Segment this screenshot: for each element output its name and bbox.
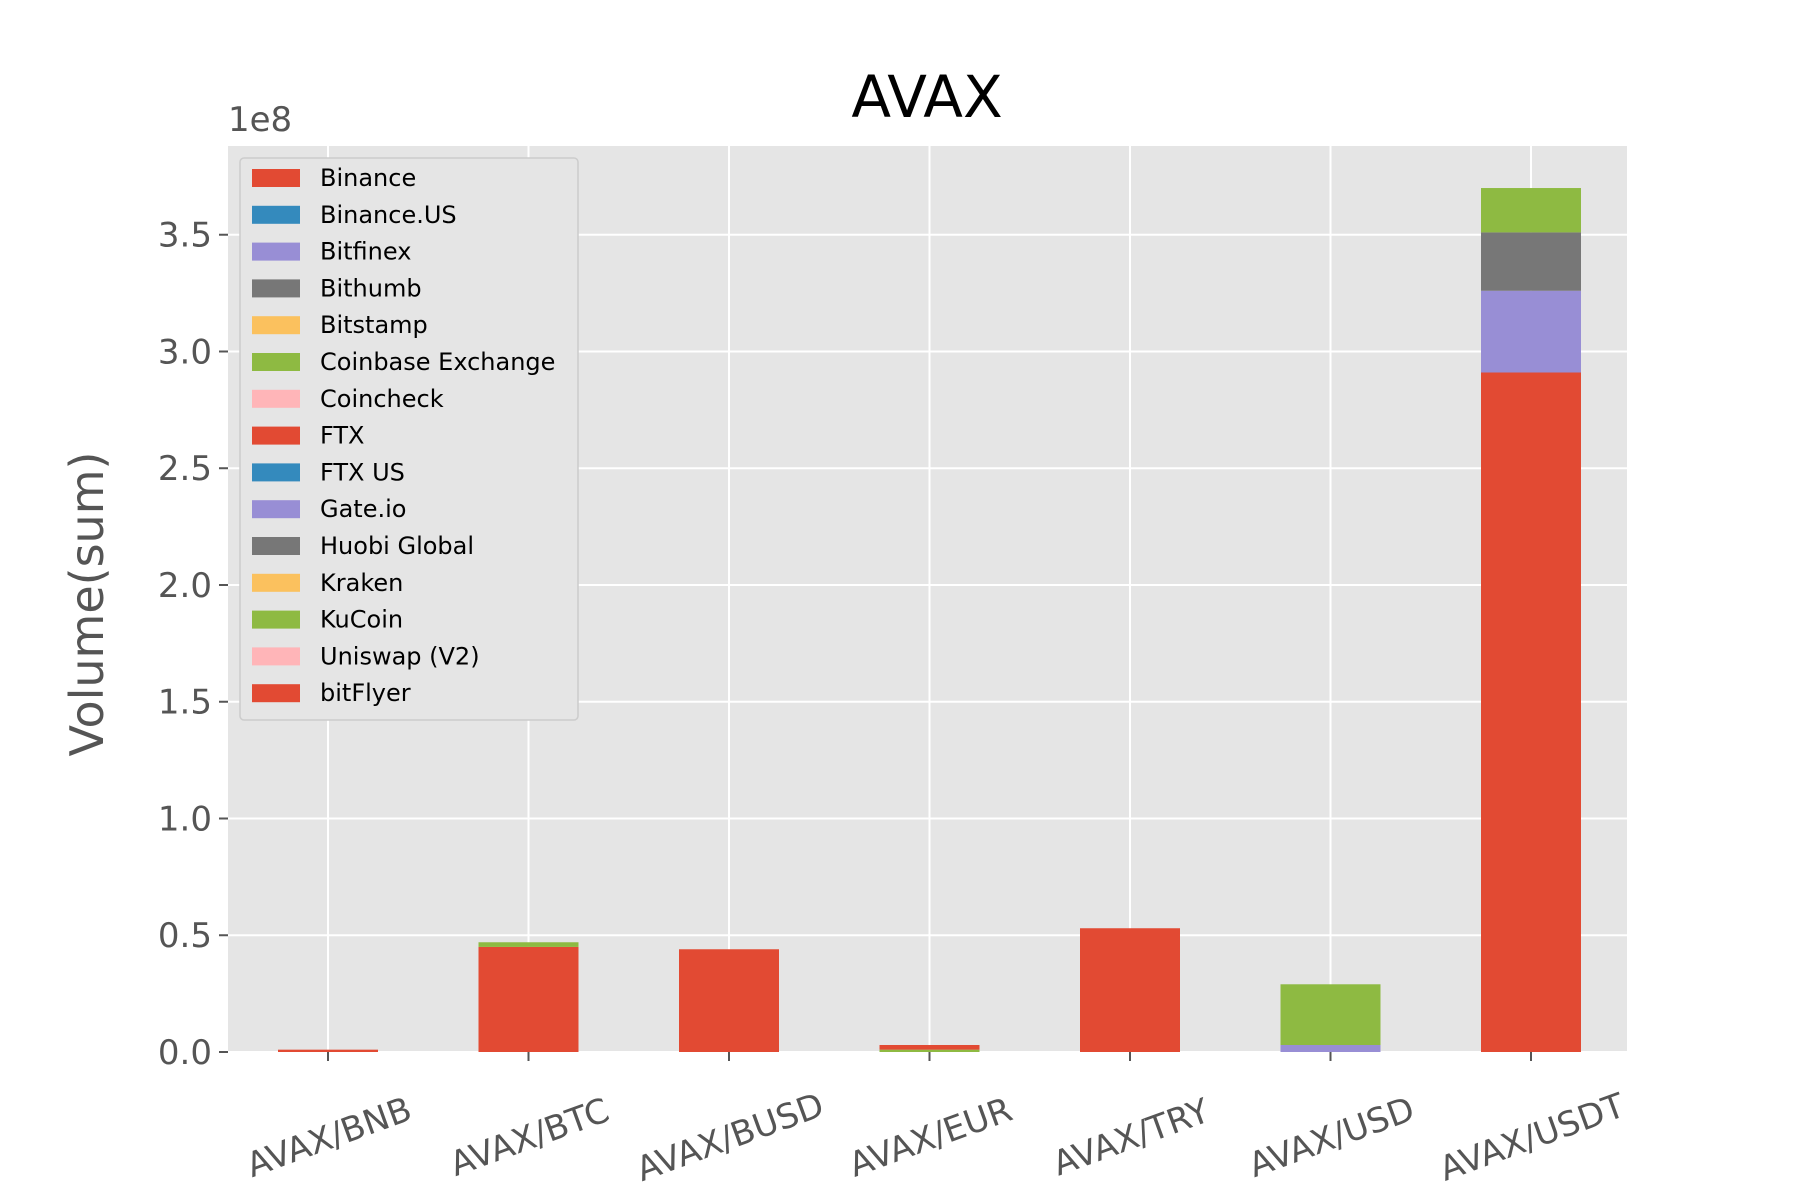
bar-segment [1280,1044,1381,1052]
legend-swatch [252,647,300,666]
y-tick-label: 1.0 [158,799,212,839]
legend-entry: Kraken [320,569,403,597]
y-tick-label: 0.5 [158,916,212,956]
chart-title: AVAX [851,63,1002,131]
legend-entry: Binance [320,164,416,192]
x-tick-label: AVAX/BTC [445,1090,615,1184]
x-tick-label: AVAX/BUSD [631,1085,829,1190]
legend-swatch [252,426,300,445]
legend-swatch [252,684,300,703]
bar-segment [278,1049,378,1052]
y-tick-label: 3.0 [158,332,212,372]
legend-swatch [252,279,300,298]
bar-segment [1280,984,1381,1045]
bar-segment [1481,188,1581,233]
y-offset-label: 1e8 [228,100,292,140]
legend: Binance Binance.US Bitfinex Bithumb Bitstamp… [239,157,579,721]
legend-entry: Uniswap (V2) [320,642,480,670]
y-tick-label: 0.0 [158,1033,212,1073]
y-tick-label: 3.5 [158,216,212,256]
y-tick-label: 1.5 [158,683,212,723]
legend-entry: FTX US [320,458,405,486]
x-tick-label: AVAX/BNB [241,1089,417,1186]
y-tick-label: 2.0 [158,566,212,606]
legend-entry: bitFlyer [320,679,411,707]
legend-swatch [252,389,300,408]
legend-entry: Coinbase Exchange [320,348,555,376]
y-axis: 0.0 0.5 1.0 1.5 2.0 2.5 3.0 3.5 [158,216,228,1073]
y-tick-label: 2.5 [158,449,212,489]
legend-swatch [252,353,300,371]
legend-entry: Binance.US [320,201,457,229]
bars [278,188,1581,1052]
legend-swatch [252,242,300,261]
bar-segment [679,949,779,1052]
legend-swatch [252,610,300,629]
x-axis: AVAX/BNB AVAX/BTC AVAX/BUSD AVAX/EUR AVAX/TR… [241,1052,1630,1190]
x-tick-label: AVAX/USD [1244,1089,1420,1186]
legend-entry: Bithumb [320,274,422,302]
legend-swatch [252,169,300,187]
legend-entry: FTX [320,422,364,450]
x-tick-label: AVAX/USDT [1434,1086,1630,1190]
bar-segment [879,1044,980,1050]
legend-swatch [252,205,300,224]
bar-segment [1481,232,1581,291]
bar-segment [478,942,579,947]
bar-segment [1481,290,1581,373]
legend-entry: KuCoin [320,606,403,634]
legend-swatch [252,316,300,335]
legend-entry: Huobi Global [320,532,474,560]
x-tick-label: AVAX/TRY [1048,1091,1215,1184]
legend-swatch [252,573,300,592]
bar-segment [1481,372,1581,1052]
bar-segment [879,1049,980,1052]
legend-entry: Bitfinex [320,238,411,266]
legend-swatch [252,537,300,555]
legend-box [239,157,579,721]
legend-swatch [252,500,300,519]
x-tick-label: AVAX/EUR [844,1090,1018,1186]
legend-entry: Gate.io [320,495,406,523]
legend-swatch [252,463,300,482]
bar-segment [1080,928,1180,1052]
y-axis-label: Volume(sum) [60,452,114,757]
legend-entry: Bitstamp [320,311,428,339]
bar-segment [478,946,579,1052]
legend-entry: Coincheck [320,385,444,413]
